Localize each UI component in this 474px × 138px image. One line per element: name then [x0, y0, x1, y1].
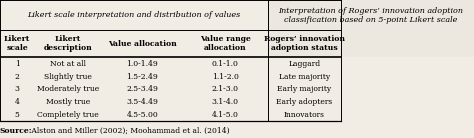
Text: Early majority: Early majority — [277, 85, 332, 93]
Text: Likert
description: Likert description — [44, 35, 92, 52]
Bar — [0, 30, 268, 57]
Text: Mostly true: Mostly true — [46, 98, 90, 106]
Text: 0.1-1.0: 0.1-1.0 — [212, 60, 238, 68]
Text: Alston and Miller (2002); Moohammad et al. (2014): Alston and Miller (2002); Moohammad et a… — [29, 127, 230, 135]
Text: Likert scale interpretation and distribution of values: Likert scale interpretation and distribu… — [27, 11, 240, 19]
Text: 4.5-5.00: 4.5-5.00 — [127, 111, 158, 119]
Text: Rogers’ innovation
adoption status: Rogers’ innovation adoption status — [264, 35, 345, 52]
Text: Value range
allocation: Value range allocation — [200, 35, 251, 52]
Text: 1.5-2.49: 1.5-2.49 — [127, 73, 158, 80]
Text: Likert
scale: Likert scale — [4, 35, 30, 52]
Text: 3: 3 — [15, 85, 19, 93]
Text: Completely true: Completely true — [37, 111, 99, 119]
Text: Value allocation: Value allocation — [108, 40, 177, 48]
Text: 1.1-2.0: 1.1-2.0 — [212, 73, 238, 80]
Text: 2: 2 — [15, 73, 19, 80]
Text: Interpretation of Rogers’ innovation adoption
classification based on 5-point Li: Interpretation of Rogers’ innovation ado… — [278, 7, 464, 24]
Bar — [268, 0, 474, 30]
Bar — [268, 30, 474, 57]
Text: Early adopters: Early adopters — [276, 98, 333, 106]
Text: 2.1-3.0: 2.1-3.0 — [212, 85, 238, 93]
Text: 4: 4 — [15, 98, 19, 106]
Text: Source:: Source: — [0, 127, 33, 135]
Text: 2.5-3.49: 2.5-3.49 — [126, 85, 158, 93]
Text: 1: 1 — [15, 60, 19, 68]
Text: Not at all: Not at all — [50, 60, 86, 68]
Text: 1.0-1.49: 1.0-1.49 — [127, 60, 158, 68]
Text: Late majority: Late majority — [279, 73, 330, 80]
Text: 5: 5 — [15, 111, 19, 119]
Text: Moderately true: Moderately true — [37, 85, 99, 93]
Text: Laggard: Laggard — [289, 60, 320, 68]
Text: 4.1-5.0: 4.1-5.0 — [212, 111, 238, 119]
Text: Slightly true: Slightly true — [44, 73, 92, 80]
Text: Innovators: Innovators — [284, 111, 325, 119]
Bar — [0, 0, 268, 30]
Text: 3.1-4.0: 3.1-4.0 — [212, 98, 238, 106]
Text: 3.5-4.49: 3.5-4.49 — [126, 98, 158, 106]
